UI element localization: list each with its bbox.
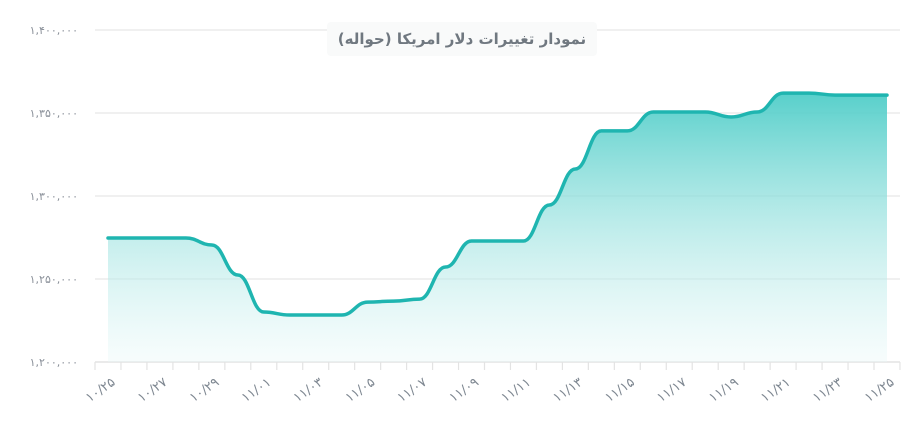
chart-title: نمودار تغییرات دلار امریکا (حواله) bbox=[327, 22, 597, 56]
area-fill bbox=[108, 93, 887, 362]
x-tick-label: ۱۱/۰۷ bbox=[395, 375, 430, 406]
y-tick-label: ۱,۳۰۰,۰۰۰ bbox=[30, 190, 78, 203]
x-tick-label: ۱۰/۲۷ bbox=[135, 375, 170, 406]
x-tick-label: ۱۱/۲۱ bbox=[758, 375, 793, 406]
chart-title-text: نمودار تغییرات دلار امریکا (حواله) bbox=[337, 30, 587, 48]
series-line bbox=[106, 91, 889, 317]
x-tick-label: ۱۱/۰۵ bbox=[343, 375, 378, 406]
x-tick-label: ۱۱/۰۹ bbox=[447, 375, 482, 406]
x-tick-label: ۱۱/۱۷ bbox=[654, 375, 689, 406]
y-tick-label: ۱,۴۰۰,۰۰۰ bbox=[30, 24, 78, 37]
x-tick-label: ۱۰/۲۵ bbox=[83, 375, 118, 406]
x-tick-label: ۱۱/۲۵ bbox=[862, 375, 897, 406]
x-tick-label: ۱۱/۰۳ bbox=[291, 375, 326, 406]
y-tick-label: ۱,۳۵۰,۰۰۰ bbox=[30, 107, 78, 120]
x-axis-labels: ۱۰/۲۵ ۱۰/۲۷ ۱۰/۲۹ ۱۱/۰۱ ۱۱/۰۳ ۱۱/۰۵ ۱۱/۰۷ ۱۱/۰۹… bbox=[83, 375, 897, 406]
x-tick-label: ۱۱/۱۱ bbox=[499, 375, 534, 406]
y-axis-labels: ۱,۲۰۰,۰۰۰ ۱,۲۵۰,۰۰۰ ۱,۳۰۰,۰۰۰ ۱,۳۵۰,۰۰۰ ۱,۴۰… bbox=[30, 24, 78, 369]
x-tick-label: ۱۱/۱۵ bbox=[603, 375, 638, 406]
x-tick-label: ۱۱/۲۳ bbox=[810, 375, 845, 406]
x-tick-label: ۱۰/۲۹ bbox=[187, 375, 222, 406]
y-tick-label: ۱,۲۰۰,۰۰۰ bbox=[30, 356, 78, 369]
x-tick-label: ۱۱/۰۱ bbox=[239, 375, 274, 406]
x-tick-label: ۱۱/۱۳ bbox=[551, 375, 586, 406]
x-tick-label: ۱۱/۱۹ bbox=[706, 375, 741, 406]
x-axis bbox=[94, 361, 901, 370]
y-tick-label: ۱,۲۵۰,۰۰۰ bbox=[30, 273, 78, 286]
